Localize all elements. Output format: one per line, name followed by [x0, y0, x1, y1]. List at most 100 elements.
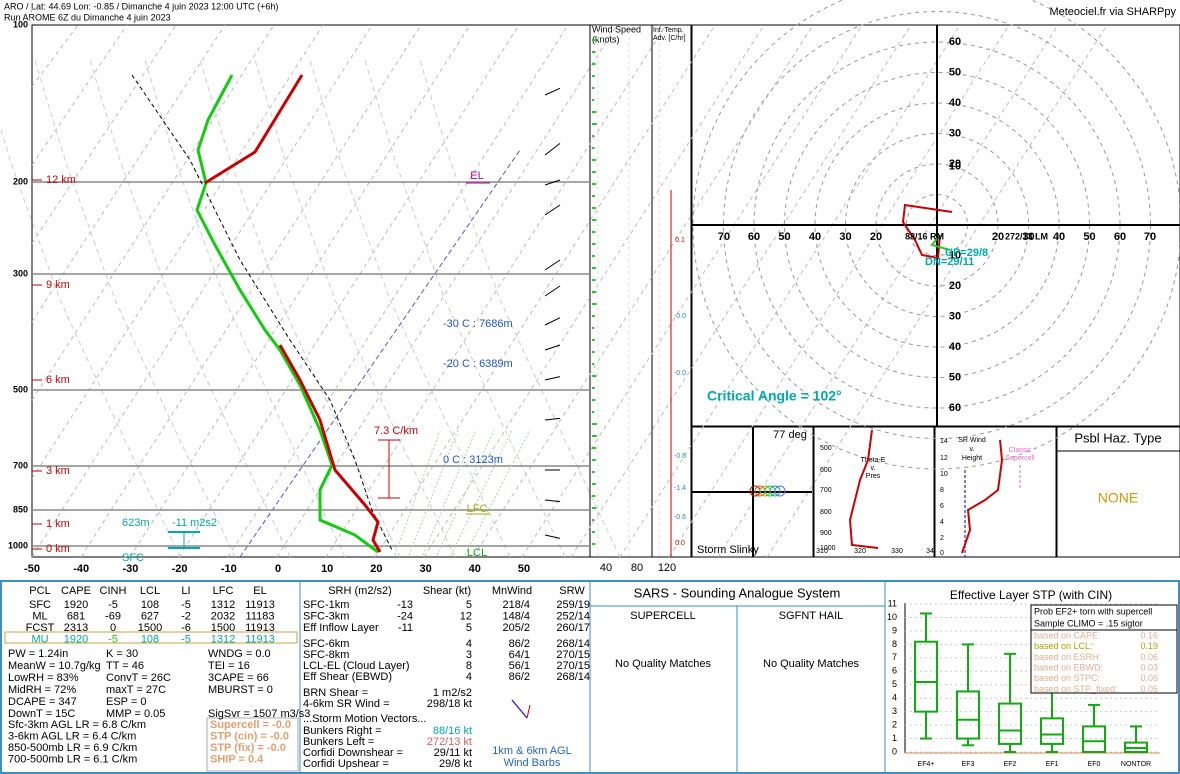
- sars-title: SARS - Sounding Analogue System: [634, 585, 841, 600]
- ring-label: 20: [870, 231, 882, 243]
- table-cell: 108: [141, 599, 159, 611]
- lcl-label: LCL: [467, 547, 487, 559]
- table-cell: 2313: [64, 622, 88, 634]
- height-tick: 8: [940, 487, 944, 494]
- temp-tick: 320: [854, 548, 866, 555]
- index: MeanW = 10.7g/kg: [8, 660, 101, 672]
- temp-label: -40: [73, 563, 89, 575]
- ring-label: 60: [949, 402, 961, 414]
- kin-cell: -24: [397, 610, 413, 622]
- kin-cell: 4: [466, 671, 472, 683]
- index: LowRH = 83%: [8, 672, 79, 684]
- sfc-label: SFC: [122, 552, 144, 564]
- stp-ytick: 3: [892, 706, 897, 716]
- lapse-rate: Sfc-3km AGL LR = 6.8 C/km: [8, 719, 146, 731]
- temp-label: 0: [275, 563, 281, 575]
- header: ARO / Lat: 44.69 Lon: -0.85 / Dimanche 4…: [4, 1, 278, 11]
- wind-tick: 40: [600, 562, 612, 574]
- stp-based: based on STP_fixed:: [1034, 684, 1118, 694]
- eff-label: 623m: [122, 517, 150, 529]
- kin-cell: 86/2: [509, 671, 530, 683]
- ring-label: 40: [949, 97, 961, 109]
- pres-tick: 500: [820, 445, 832, 452]
- lfc-label: LFC: [467, 503, 488, 515]
- stp-based-value: 0.06: [1140, 652, 1158, 662]
- kin-cell: 12: [460, 610, 472, 622]
- table-cell: ML: [32, 610, 47, 622]
- panel-title: v.: [871, 465, 876, 472]
- lm-label: 272/13 LM: [1005, 231, 1048, 241]
- wind-tick: 120: [658, 562, 676, 574]
- credit: Meteociel.fr via SHARPpy: [1049, 6, 1176, 18]
- lapse-rate: 700-500mb LR = 6.1 C/km: [8, 753, 137, 765]
- stp-based: based on LCL:: [1034, 641, 1093, 651]
- panel-title: Adv. [C/hr]: [653, 35, 686, 42]
- index: TT = 46: [106, 660, 144, 672]
- panel-title: Wind Speed: [592, 24, 641, 34]
- stp-prob: Sample CLIMO = .15 sigtor: [1034, 618, 1143, 628]
- kin-label: SFC-3km: [303, 610, 349, 622]
- table-cell: 1920: [64, 599, 88, 611]
- table-cell: 2032: [211, 610, 235, 622]
- table-cell: 681: [67, 610, 85, 622]
- kin-label: SFC-1km: [303, 599, 349, 611]
- kin-cell: 218/4: [502, 599, 530, 611]
- pres-tick: 600: [820, 467, 832, 474]
- pres-tick: 900: [820, 530, 832, 537]
- table-cell: -6: [181, 622, 191, 634]
- stp-ytick: 5: [892, 679, 897, 689]
- sars-result: No Quality Matches: [615, 658, 711, 670]
- stp-ytick: 4: [892, 693, 897, 703]
- table-header: CINH: [100, 585, 127, 597]
- table-cell: FCST: [26, 622, 55, 634]
- motion-title: ...Storm Motion Vectors...: [303, 713, 427, 725]
- index: WNDG = 0.0: [208, 648, 271, 660]
- index: K = 30: [106, 648, 138, 660]
- lapse-rate: 3-6km AGL LR = 6.4 C/km: [8, 730, 136, 742]
- table-cell: -2: [181, 610, 191, 622]
- stp-ytick: 9: [892, 625, 897, 635]
- dn-label: DN=29/11: [925, 256, 974, 268]
- table-header: Shear (kt): [423, 585, 471, 597]
- kin-cell: 252/14: [556, 610, 590, 622]
- table-header: MnWind: [492, 585, 532, 597]
- kin-cell: 259/19: [556, 599, 590, 611]
- kin-cell: 205/2: [502, 622, 530, 634]
- barb-caption: 1km & 6km AGL: [492, 745, 571, 757]
- stp-based: based on STPC:: [1034, 673, 1100, 683]
- pressure-label: 100: [13, 19, 28, 29]
- panel-title: Theta-E: [861, 457, 886, 464]
- ring-label: 40: [809, 231, 821, 243]
- adv-value: 0.1: [675, 237, 685, 244]
- panel-title: SR Wind: [958, 437, 986, 444]
- index: MidRH = 72%: [8, 684, 76, 696]
- kin-cell: 260/17: [556, 622, 590, 634]
- pres-tick: 800: [820, 509, 832, 516]
- height-tick: 6: [940, 503, 944, 510]
- stp-based: based on EBWD:: [1034, 662, 1103, 672]
- motion-label: Corfidi Upshear =: [303, 758, 389, 770]
- table-cell: -5: [181, 633, 191, 645]
- stp-based-value: 0.16: [1140, 630, 1158, 640]
- adv-value: -1.4: [674, 485, 686, 492]
- stp-category: EF3: [962, 761, 975, 768]
- pressure-label: 300: [13, 268, 28, 278]
- slinky-title: Storm Slinky: [697, 544, 759, 556]
- height-tick: 14: [940, 438, 948, 445]
- ring-label: 50: [1083, 231, 1095, 243]
- stp-based-value: 0.19: [1140, 641, 1158, 651]
- stp-category: NONTOR: [1121, 761, 1151, 768]
- height-label: 9 km: [46, 279, 70, 291]
- kin-label: Eff Inflow Layer: [303, 622, 379, 634]
- composite: STP (cin) = -0.0: [210, 730, 289, 742]
- table-cell: 1500: [138, 622, 162, 634]
- stp-based-value: 0.03: [1140, 662, 1158, 672]
- table-cell: -5: [181, 599, 191, 611]
- critical-angle: Critical Angle = 102°: [707, 388, 842, 404]
- adv-value: -0.6: [674, 514, 686, 521]
- ring-label: 50: [778, 231, 790, 243]
- kin-cell: 5: [466, 599, 472, 611]
- table-header: SRH (m2/s2): [328, 585, 392, 597]
- ring-label: 50: [949, 66, 961, 78]
- table-cell: -5: [108, 633, 118, 645]
